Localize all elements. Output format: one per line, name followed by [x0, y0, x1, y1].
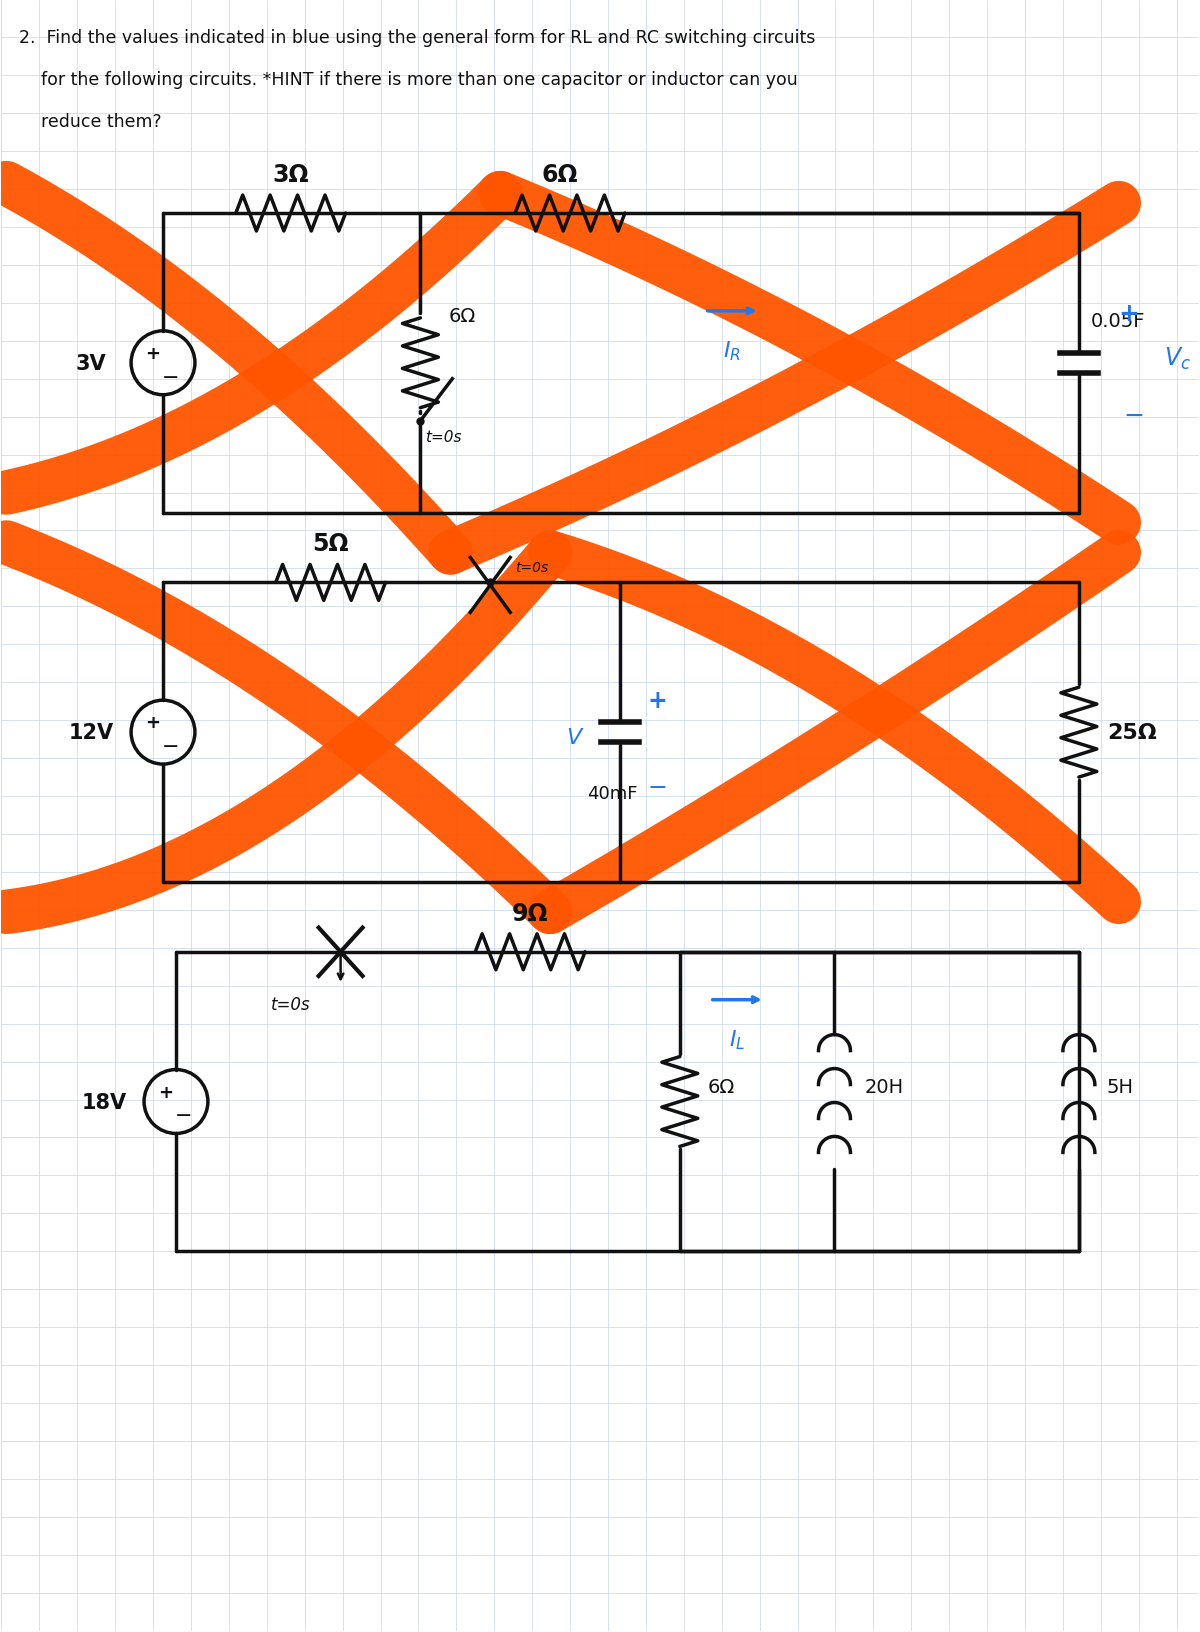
Text: 5Ω: 5Ω — [312, 532, 349, 557]
Text: $I_L$: $I_L$ — [730, 1028, 745, 1051]
Text: −: − — [175, 1106, 193, 1126]
Text: +: + — [145, 344, 161, 362]
Text: 5H: 5H — [1106, 1077, 1134, 1095]
Text: +: + — [648, 689, 667, 713]
Text: 18V: 18V — [82, 1092, 127, 1111]
Text: for the following circuits. *HINT if there is more than one capacitor or inducto: for the following circuits. *HINT if the… — [19, 72, 798, 90]
Text: 20H: 20H — [864, 1077, 904, 1095]
Text: −: − — [648, 775, 667, 800]
Text: $V_c$: $V_c$ — [1164, 346, 1190, 372]
Text: t=0s: t=0s — [426, 429, 462, 444]
Text: 6Ω: 6Ω — [708, 1077, 734, 1095]
Text: −: − — [162, 736, 180, 757]
Text: 6Ω: 6Ω — [542, 163, 578, 188]
Text: −: − — [162, 367, 180, 387]
Text: 6Ω: 6Ω — [449, 307, 475, 326]
Text: $I_R$: $I_R$ — [724, 339, 742, 364]
Text: 3Ω: 3Ω — [272, 163, 308, 188]
Text: 0.05F: 0.05F — [1091, 312, 1145, 331]
Text: t=0s: t=0s — [515, 561, 548, 574]
Text: +: + — [1118, 302, 1139, 326]
Text: reduce them?: reduce them? — [19, 113, 162, 131]
Text: +: + — [158, 1084, 174, 1102]
Text: 12V: 12V — [68, 723, 114, 743]
Text: 2.  Find the values indicated in blue using the general form for RL and RC switc: 2. Find the values indicated in blue usi… — [19, 29, 816, 47]
Text: +: + — [145, 713, 161, 731]
Text: −: − — [1123, 403, 1145, 428]
Text: 25Ω: 25Ω — [1106, 723, 1157, 743]
Text: $V$: $V$ — [566, 728, 584, 747]
Text: 3V: 3V — [76, 354, 107, 374]
Text: 9Ω: 9Ω — [512, 901, 548, 925]
Text: t=0s: t=0s — [271, 996, 311, 1013]
Text: 40mF: 40mF — [587, 785, 637, 803]
